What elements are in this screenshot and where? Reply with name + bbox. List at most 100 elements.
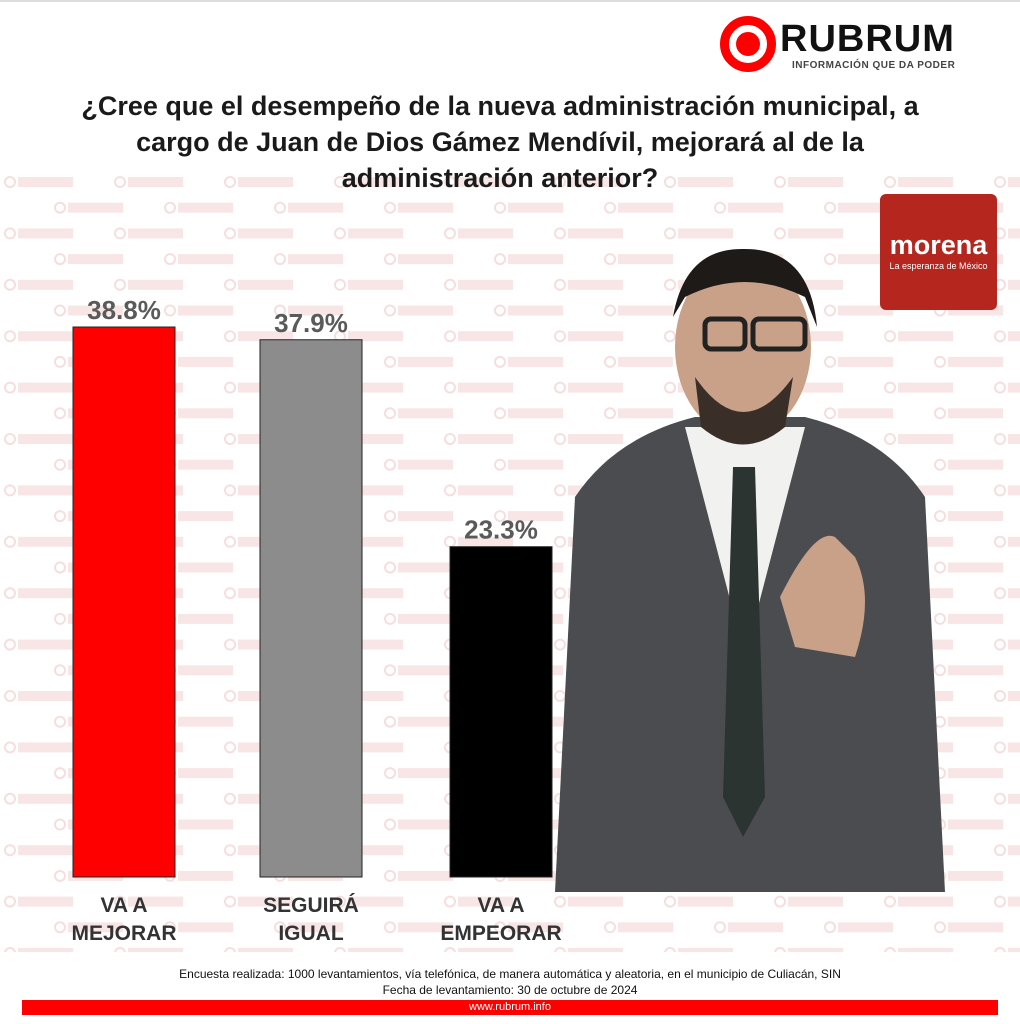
watermark-mark xyxy=(774,227,843,240)
watermark-mark xyxy=(994,947,1020,952)
watermark-mark xyxy=(994,176,1020,188)
watermark-mark xyxy=(384,664,453,677)
watermark-mark xyxy=(114,227,183,240)
watermark-mark xyxy=(384,612,453,625)
category-label: SEGUIRÁ xyxy=(263,894,359,917)
watermark-mark xyxy=(384,921,453,934)
watermark-mark xyxy=(4,895,73,908)
watermark-mark xyxy=(824,921,893,934)
watermark-mark xyxy=(554,947,623,952)
category-label: VA A xyxy=(477,894,524,917)
watermark-mark xyxy=(444,947,513,952)
watermark-mark xyxy=(824,407,893,420)
watermark-mark xyxy=(114,278,183,291)
watermark-mark xyxy=(224,227,293,240)
watermark-mark xyxy=(4,330,73,343)
watermark-mark xyxy=(444,895,513,908)
watermark-mark xyxy=(554,895,623,908)
target-icon xyxy=(720,16,776,72)
watermark-mark xyxy=(934,921,1003,934)
watermark-mark xyxy=(934,407,1003,420)
watermark-mark xyxy=(494,921,563,934)
watermark-mark xyxy=(274,201,343,214)
watermark-mark xyxy=(384,510,453,523)
watermark-mark xyxy=(224,895,293,908)
watermark-mark xyxy=(384,355,453,368)
watermark-mark xyxy=(384,767,453,780)
watermark-mark xyxy=(384,304,453,317)
watermark-mark xyxy=(884,895,953,908)
watermark-mark xyxy=(384,869,453,882)
party-tagline: La esperanza de México xyxy=(889,261,988,271)
watermark-mark xyxy=(444,484,513,497)
rubrum-logo: RUBRUM INFORMACIÓN QUE DA PODER xyxy=(720,16,1000,74)
watermark-mark xyxy=(54,253,123,266)
watermark-mark xyxy=(4,587,73,600)
watermark-mark xyxy=(54,304,123,317)
survey-date: Fecha de levantamiento: 30 de octubre de… xyxy=(382,983,638,997)
watermark-mark xyxy=(714,921,783,934)
watermark-mark xyxy=(884,947,953,952)
watermark-mark xyxy=(164,921,233,934)
data-label: 37.9% xyxy=(274,308,348,338)
bar-2 xyxy=(449,546,553,878)
watermark-mark xyxy=(4,638,73,651)
watermark-mark xyxy=(4,433,73,445)
watermark-mark xyxy=(114,895,183,908)
watermark-mark xyxy=(774,947,843,952)
watermark-mark xyxy=(334,227,403,240)
watermark-mark xyxy=(274,921,343,934)
watermark-mark xyxy=(824,201,893,214)
website-link[interactable]: www.rubrum.info xyxy=(469,1001,551,1013)
watermark-mark xyxy=(54,921,123,934)
watermark-mark xyxy=(274,304,343,317)
watermark-mark xyxy=(224,947,293,952)
watermark-mark xyxy=(384,818,453,831)
watermark-mark xyxy=(494,458,563,471)
watermark-mark xyxy=(4,278,73,291)
watermark-mark xyxy=(774,895,843,908)
watermark-mark xyxy=(444,381,513,394)
brand-name: RUBRUM xyxy=(780,18,955,60)
category-label: VA A xyxy=(100,894,147,917)
watermark-mark xyxy=(934,458,1003,471)
bar-1 xyxy=(259,339,363,878)
watermark-mark xyxy=(664,176,733,188)
data-label: 23.3% xyxy=(464,515,538,545)
data-label: 38.8% xyxy=(87,295,161,325)
watermark-mark xyxy=(4,227,73,240)
watermark-mark xyxy=(494,355,563,368)
watermark-mark xyxy=(824,253,893,266)
watermark-mark xyxy=(604,407,673,420)
footer-bar: www.rubrum.info xyxy=(22,1000,998,1015)
watermark-mark xyxy=(604,253,673,266)
watermark-mark xyxy=(334,895,403,908)
watermark-mark xyxy=(4,484,73,497)
watermark-mark xyxy=(774,176,843,188)
watermark-mark xyxy=(994,433,1020,445)
watermark-mark xyxy=(664,227,733,240)
watermark-mark xyxy=(884,381,953,394)
watermark-mark xyxy=(884,330,953,343)
party-name: morena xyxy=(889,230,988,260)
watermark-mark xyxy=(444,330,513,343)
watermark-mark xyxy=(824,355,893,368)
watermark-mark xyxy=(114,176,183,188)
watermark-mark xyxy=(164,253,233,266)
watermark-mark xyxy=(554,227,623,240)
watermark-mark xyxy=(384,715,453,728)
brand-tagline: INFORMACIÓN QUE DA PODER xyxy=(792,60,956,71)
watermark-mark xyxy=(444,176,513,188)
watermark-mark xyxy=(934,510,1003,523)
watermark-mark xyxy=(994,638,1020,651)
watermark-mark xyxy=(824,304,893,317)
watermark-mark xyxy=(224,330,293,343)
watermark-mark xyxy=(114,947,183,952)
bar-chart: 38.8% VA A MEJORAR 37.9% SEGUIRÁ IGUAL 23.3% VA… xyxy=(71,295,561,945)
watermark-mark xyxy=(554,381,623,394)
watermark-mark xyxy=(604,201,673,214)
watermark-mark xyxy=(994,895,1020,908)
watermark-mark xyxy=(604,355,673,368)
watermark-mark xyxy=(604,921,673,934)
watermark-mark xyxy=(994,587,1020,600)
